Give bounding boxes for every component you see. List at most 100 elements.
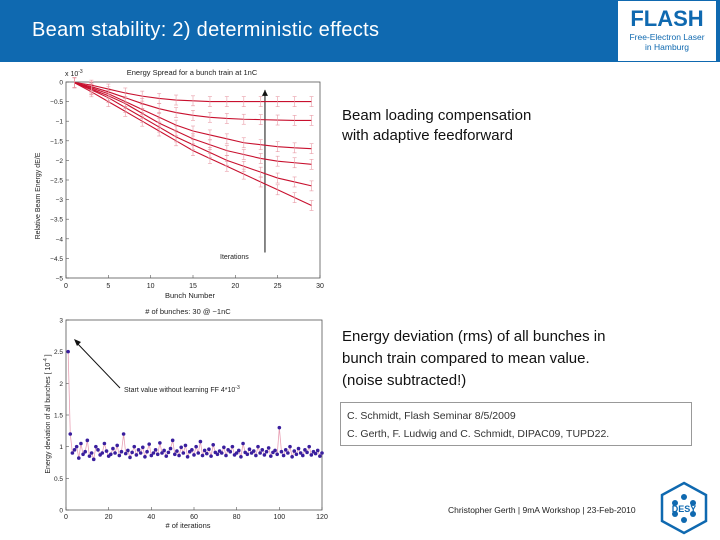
- chart2-point: [126, 448, 130, 453]
- chart2-y-tick-label: 3: [59, 318, 63, 325]
- chart2-point: [264, 449, 269, 454]
- chart2-point: [260, 448, 265, 452]
- chart2-point: [136, 448, 141, 452]
- chart1-title: Energy Spread for a bunch train at 1nC: [127, 68, 258, 77]
- references-box: C. Schmidt, Flash Seminar 8/5/2009 C. Ge…: [340, 402, 692, 446]
- flash-logo-subtitle-2: in Hamburg: [645, 42, 689, 52]
- chart1-y-tick-label: −2.5: [50, 178, 63, 185]
- chart2-point: [251, 449, 256, 453]
- chart1-ylabel: Relative Beam Energy dE/E: [35, 152, 42, 239]
- chart2-point: [277, 425, 282, 430]
- slide-title: Beam stability: 2) deterministic effects: [32, 19, 380, 41]
- chart2-point: [160, 451, 164, 455]
- chart2-point: [209, 454, 213, 458]
- chart2-point: [269, 454, 273, 458]
- reference-2: C. Gerth, F. Ludwig and C. Schmidt, DIPA…: [347, 428, 610, 440]
- chart2-point: [230, 444, 235, 449]
- chart1-x-tick-label: 10: [147, 283, 155, 290]
- chart2-y-tick-label: 1.5: [54, 413, 63, 420]
- chart2-x-tick-label: 20: [105, 514, 113, 521]
- chart2-point: [307, 444, 312, 449]
- chart2-point: [164, 454, 169, 458]
- flash-logo: FLASH Free-Electron Laser in Hamburg: [617, 0, 717, 62]
- chart2-point: [205, 451, 209, 456]
- chart2-point: [109, 452, 113, 457]
- chart1-x-tick-label: 0: [64, 283, 68, 290]
- chart2-point: [222, 445, 226, 450]
- chart2-frame: [65, 319, 323, 511]
- chart2-point: [166, 450, 171, 455]
- chart2-ylabel: Energy deviation of all bunches [ 10-4 ]: [43, 354, 52, 473]
- chart1-x-tick-label: 20: [231, 283, 239, 290]
- chart2-point: [196, 451, 201, 455]
- beam-loading-text: Beam loading compensation with adaptive …: [342, 106, 672, 146]
- chart2-point: [181, 451, 186, 455]
- chart2-point: [273, 448, 277, 453]
- chart2-point: [202, 448, 207, 453]
- chart1-x-tick-label: 25: [274, 283, 282, 290]
- chart2-point: [96, 448, 100, 452]
- chart2-point: [219, 451, 224, 455]
- beam-loading-line1: Beam loading compensation: [342, 107, 532, 124]
- chart2-x-tick-label: 120: [316, 514, 328, 521]
- chart1-y-tick-label: −1.5: [50, 138, 63, 145]
- chart2-point: [309, 453, 314, 457]
- chart2-point: [85, 438, 90, 443]
- chart2-point: [305, 450, 309, 455]
- chart2-point: [66, 349, 70, 354]
- chart2-point: [228, 449, 233, 454]
- energy-deviation-line2: bunch train compared to mean value.: [342, 350, 590, 367]
- chart2-xlabel: # of iterations: [165, 521, 210, 530]
- chart2-point: [320, 451, 324, 455]
- chart2-point: [104, 449, 109, 453]
- chart2-point: [145, 449, 149, 454]
- chart1-y-tick-label: 0: [59, 80, 63, 87]
- chart1-x-tick-label: 30: [316, 283, 324, 290]
- chart2-point: [183, 443, 188, 448]
- chart2-point: [147, 442, 151, 446]
- chart2-annotation-arrow: [75, 341, 121, 389]
- chart2-point: [286, 451, 290, 455]
- chart2-point: [81, 452, 85, 457]
- chart2-point: [275, 452, 279, 457]
- chart2-x-tick-label: 100: [273, 514, 285, 521]
- chart2-arrow-head: [74, 339, 81, 346]
- chart2-point: [241, 441, 245, 446]
- chart1-y-multiplier: x 10-3: [65, 69, 83, 78]
- chart2-point: [292, 449, 297, 453]
- chart2-point: [153, 448, 158, 452]
- energy-deviation-text: Energy deviation (rms) of all bunches in…: [342, 326, 692, 392]
- chart2-point: [279, 449, 284, 454]
- chart2-point: [294, 452, 299, 457]
- chart2-point: [303, 448, 307, 452]
- chart2-point: [87, 454, 92, 458]
- chart2-point: [155, 452, 160, 457]
- chart2-point: [134, 453, 139, 457]
- chart2-point: [258, 451, 262, 455]
- chart2-point: [313, 451, 318, 456]
- chart2-point: [130, 450, 134, 455]
- chart2-point: [207, 447, 211, 451]
- chart2-point: [121, 432, 126, 436]
- header-bar: Beam stability: 2) deterministic effects: [0, 0, 720, 62]
- chart2-point: [115, 443, 119, 448]
- chart1-y-tick-label: −2: [56, 158, 64, 165]
- chart2-point: [79, 441, 83, 446]
- chart2-point: [168, 446, 173, 451]
- chart2-y-tick-label: 1: [59, 444, 63, 451]
- chart2-point: [254, 453, 258, 458]
- chart2-point: [113, 451, 117, 455]
- chart2-point: [83, 449, 87, 454]
- chart2-point: [132, 444, 137, 449]
- chart2-point: [185, 455, 190, 459]
- chart2-y-tick-label: 2: [59, 381, 63, 388]
- chart2-point: [237, 448, 241, 453]
- chart1-y-tick-label: −5: [56, 276, 64, 283]
- chart2-point: [288, 444, 292, 449]
- chart2-point: [72, 448, 77, 452]
- chart2-point: [119, 449, 124, 454]
- chart1-y-tick-label: −0.5: [50, 99, 63, 106]
- chart1-y-tick-label: −4: [56, 236, 64, 243]
- chart2-x-tick-label: 40: [147, 514, 155, 521]
- flash-logo-title: FLASH: [630, 6, 704, 31]
